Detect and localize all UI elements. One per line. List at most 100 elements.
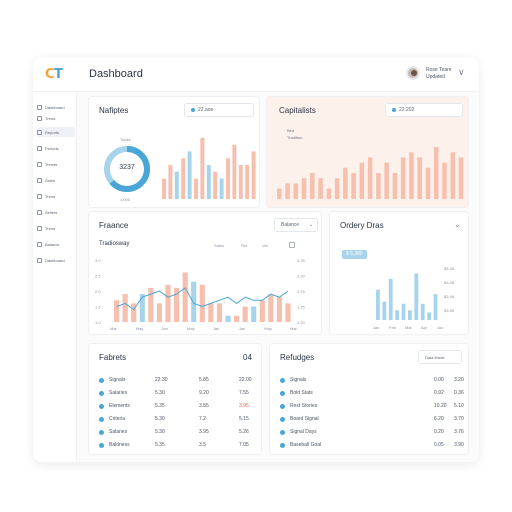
avatar[interactable] xyxy=(406,66,420,80)
row-value: 7.55 xyxy=(239,390,249,396)
row-value: 7.2 xyxy=(199,416,206,422)
capitals-bar xyxy=(400,157,406,199)
table-row[interactable]: Salaries 5.30 9.20 7.55 xyxy=(99,389,259,399)
chevron-down-icon[interactable]: ∨ xyxy=(458,67,465,77)
table-row[interactable]: Signals 0.00 3.20 xyxy=(280,376,466,386)
app-logo[interactable]: CT xyxy=(45,67,63,82)
capitals-bar xyxy=(301,178,307,199)
capitals-legend-a: Bird xyxy=(287,128,295,133)
capitals-bar xyxy=(367,157,373,199)
table-row[interactable]: Criteria 5.30 7.2 5.15 xyxy=(99,415,259,425)
finance-x-tick: May xyxy=(187,326,195,331)
row-value: 5.26 xyxy=(239,429,249,435)
arrow-icon xyxy=(191,108,195,112)
orders-x-tick: Feb xyxy=(389,325,397,330)
orders-title: Ordery Dras xyxy=(340,221,384,230)
row-value: 0.05 xyxy=(434,442,444,448)
sidebar-item-trend-3[interactable]: Trend xyxy=(37,223,75,233)
ratings-mode-button[interactable]: Data Mode xyxy=(418,350,462,364)
capitals-bar xyxy=(343,167,348,199)
sidebar-item-label: Dashboard xyxy=(45,257,65,263)
row-value: 5.30 xyxy=(155,416,165,422)
capitals-bar xyxy=(384,162,389,199)
sidebar-item-trend[interactable]: Trend xyxy=(37,113,75,123)
finance-y-tick-right: 2.75 xyxy=(297,289,306,294)
status-dot-icon xyxy=(280,404,285,409)
analytics-period-value: 22.aoe xyxy=(198,107,214,113)
analytics-title: Nafiptes xyxy=(99,106,129,115)
capitals-bar xyxy=(425,167,431,199)
finance-control-ret[interactable]: Ret xyxy=(241,243,248,248)
table-row[interactable]: Baldness 5.35 3.5 7.05 xyxy=(99,441,259,451)
finance-bar xyxy=(191,281,197,322)
analytics-bar xyxy=(245,165,250,199)
sidebar-item-trends[interactable]: Trends xyxy=(37,159,75,169)
sidebar-item-dashboard-2[interactable]: Dashboard xyxy=(37,255,75,265)
table-row[interactable]: Signal Days 0.20 3.76 xyxy=(280,428,466,438)
finance-bar xyxy=(225,315,231,322)
row-name: Signals xyxy=(109,377,126,383)
status-dot-icon xyxy=(280,417,285,422)
table-row[interactable]: Board Signal 6.20 3.70 xyxy=(280,415,466,425)
table-row[interactable]: Bold Stats 0.92 0.36 xyxy=(280,389,466,399)
capitals-bar xyxy=(334,178,340,199)
capitals-bar xyxy=(409,152,414,199)
sidebar-item-sales[interactable]: Sales xyxy=(37,175,75,185)
capitals-period-select[interactable]: 22.202 xyxy=(385,103,463,117)
finance-y-tick-right: 1.25 xyxy=(297,305,306,310)
finance-bar xyxy=(242,306,248,322)
finance-bar xyxy=(216,303,222,322)
chevron-down-icon[interactable]: ⌄ xyxy=(454,220,461,229)
orders-y-tick: $3.48 xyxy=(444,308,455,313)
table-row[interactable]: Salaries 5.30 3.95 5.26 xyxy=(99,428,259,438)
capitals-legend-b: Tradition xyxy=(287,135,303,140)
ratings-title: Refudges xyxy=(280,353,315,362)
expand-icon[interactable] xyxy=(289,242,295,248)
status-dot-icon xyxy=(99,443,104,448)
status-dot-icon xyxy=(280,391,285,396)
finance-line xyxy=(116,287,289,311)
sidebar-item-balance[interactable]: Balance xyxy=(37,239,75,249)
row-value: 0.00 xyxy=(434,377,444,383)
row-name: Signal Days xyxy=(290,429,317,435)
table-row[interactable]: Rest Stories 10.20 5.10 xyxy=(280,402,466,412)
dashboard-window: CT Dashboard Rose Teare Updated ∨ Dashbo… xyxy=(33,58,479,462)
table-row[interactable]: Baseball Goal 0.05 3.90 xyxy=(280,441,466,451)
sidebar-item-sellers[interactable]: Sellers xyxy=(37,207,75,217)
capitals-bar xyxy=(417,157,422,199)
capitals-period-value: 22.202 xyxy=(399,107,415,113)
orders-bar xyxy=(427,312,432,320)
analytics-period-select[interactable]: 22.aoe xyxy=(184,103,254,117)
user-menu[interactable]: Rose Teare Updated xyxy=(426,67,451,81)
finance-x-tick: Jan xyxy=(239,326,245,331)
orders-bar-chart: $3.48 $3.48 $3.48 $3.48 Jan Feb Mar Apr Jun xyxy=(373,266,455,330)
row-value: 0.36 xyxy=(454,390,464,396)
orders-bar xyxy=(433,294,438,320)
table-row[interactable]: Signals 22.30 5.85 22.00 xyxy=(99,376,259,386)
finance-control-val[interactable]: Val xyxy=(262,243,268,248)
finance-filter-value: Balance xyxy=(281,222,300,228)
sidebar-item-dashboard[interactable]: Dashboard xyxy=(37,102,75,112)
orders-bar xyxy=(408,310,412,320)
row-value: 9.20 xyxy=(199,390,209,396)
capitals-card: Capitalists 22.202 Bird Tradition xyxy=(266,96,469,208)
table-row[interactable]: Elements 5.35 3.55 3.95 xyxy=(99,402,259,412)
sidebar-item-periods[interactable]: Periods xyxy=(37,143,75,153)
analytics-card: Nafiptes 22.aoe Totals 3237 1,000 xyxy=(88,96,260,208)
capitals-bar xyxy=(285,183,290,199)
report-icon xyxy=(37,129,42,135)
row-value: 3.76 xyxy=(454,429,464,435)
capitals-bar xyxy=(359,162,365,199)
sidebar-item-reports[interactable]: Reports xyxy=(37,127,75,137)
finance-bar xyxy=(182,272,188,322)
chart-icon xyxy=(37,115,42,121)
sidebar-item-label: Sellers xyxy=(45,209,58,215)
finance-bar xyxy=(122,294,128,322)
analytics-donut xyxy=(104,146,150,192)
finance-x-tick: Jan xyxy=(213,326,219,331)
finance-filter-select[interactable]: Balance ⌄ xyxy=(274,218,318,232)
status-dot-icon xyxy=(99,391,104,396)
sidebar-item-trend-2[interactable]: Trend xyxy=(37,191,75,201)
status-dot-icon xyxy=(99,404,104,409)
finance-control-sales[interactable]: Sales xyxy=(214,243,225,248)
